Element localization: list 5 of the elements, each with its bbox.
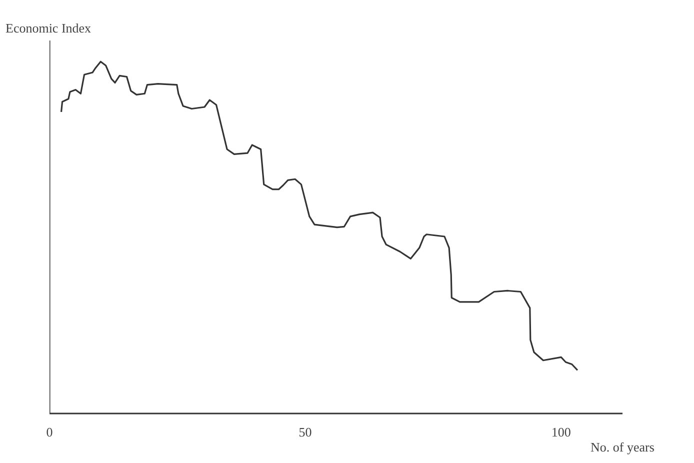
x-axis-title: No. of years [590,440,654,454]
x-tick-label: 0 [46,424,53,440]
x-tick-label: 100 [551,424,571,440]
y-axis-title: Economic Index [6,20,92,36]
x-tick-label: 50 [298,424,312,440]
